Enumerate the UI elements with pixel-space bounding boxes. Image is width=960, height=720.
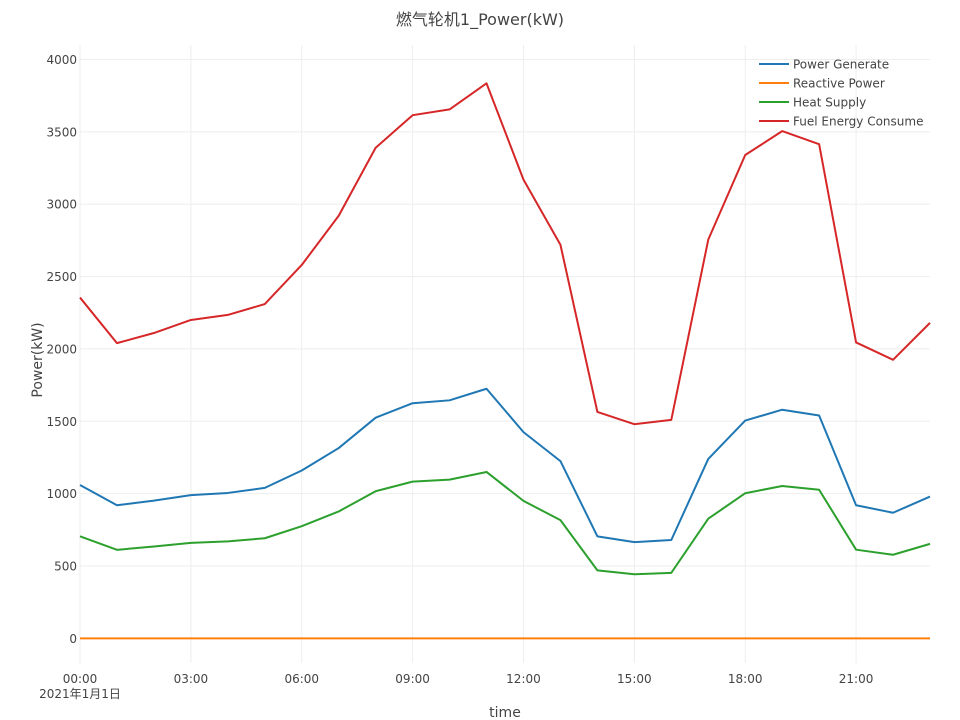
x-axis-date-label: 2021年1月1日 <box>39 687 121 701</box>
y-axis-title: Power(kW) <box>30 322 46 397</box>
grid <box>79 45 930 663</box>
x-tick-label: 18:00 <box>728 672 763 686</box>
legend-label-power-generate: Power Generate <box>793 58 889 72</box>
legend-label-fuel-energy-consume: Fuel Energy Consume <box>793 115 923 129</box>
legend-label-reactive-power: Reactive Power <box>793 77 885 91</box>
x-tick-label: 12:00 <box>506 672 541 686</box>
series-line-fuel-energy-consume <box>79 82 931 426</box>
x-tick-label: 09:00 <box>395 672 430 686</box>
y-tick-label: 1500 <box>46 415 77 429</box>
x-tick-label: 06:00 <box>284 672 319 686</box>
series-lines <box>79 82 931 640</box>
y-tick-label: 3500 <box>46 125 77 139</box>
y-tick-label: 2500 <box>46 270 77 284</box>
legend-label-heat-supply: Heat Supply <box>793 96 866 110</box>
x-tick-label: 21:00 <box>839 672 874 686</box>
chart-title: 燃气轮机1_Power(kW) <box>396 10 564 30</box>
legend: Power Generate Reactive Power Heat Suppl… <box>759 58 923 129</box>
series-line-heat-supply <box>79 470 931 576</box>
y-tick-label: 1000 <box>46 487 77 501</box>
x-tick-label: 00:00 <box>63 672 98 686</box>
x-tick-label: 03:00 <box>174 672 209 686</box>
y-tick-label: 2000 <box>46 342 77 356</box>
x-tick-label: 15:00 <box>617 672 652 686</box>
y-tick-label: 500 <box>54 560 77 574</box>
y-tick-label: 0 <box>69 632 77 646</box>
y-tick-label: 4000 <box>46 53 77 67</box>
x-axis-title: time <box>489 705 521 720</box>
y-tick-label: 3000 <box>46 198 77 212</box>
series-line-power-generate <box>79 387 931 544</box>
axis-ticks: 0 500 1000 1500 2000 2500 3000 3500 4000 00:00 03:… <box>46 53 873 686</box>
